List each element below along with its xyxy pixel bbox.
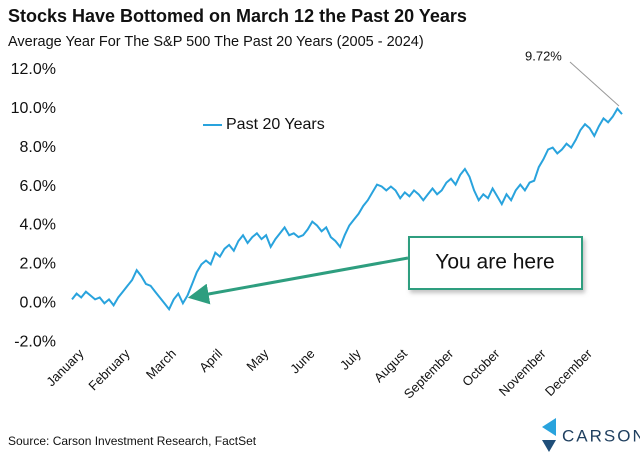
x-tick-label: November bbox=[496, 345, 549, 398]
logo-icon bbox=[542, 440, 556, 452]
x-tick-label: March bbox=[143, 346, 179, 382]
x-tick-label: January bbox=[43, 346, 87, 390]
end-label: 9.72% bbox=[525, 48, 562, 63]
logo: CARSON bbox=[542, 418, 640, 452]
y-tick-label: 12.0% bbox=[11, 61, 56, 78]
source: Source: Carson Investment Research, Fact… bbox=[8, 434, 257, 448]
callout-arrow bbox=[187, 256, 409, 305]
logo-icon bbox=[542, 418, 556, 436]
callout-text: You are here bbox=[435, 251, 555, 274]
y-tick-label: 4.0% bbox=[20, 217, 56, 234]
y-tick-label: 8.0% bbox=[20, 139, 56, 156]
x-tick-label: February bbox=[85, 346, 133, 394]
x-tick-label: December bbox=[542, 345, 595, 398]
x-tick-label: August bbox=[371, 346, 410, 385]
series-line bbox=[71, 106, 623, 312]
legend-label: Past 20 Years bbox=[226, 116, 325, 133]
x-tick-label: September bbox=[401, 345, 457, 401]
logo-text: CARSON bbox=[562, 426, 640, 445]
y-tick-label: 0.0% bbox=[20, 295, 56, 312]
y-tick-label: -2.0% bbox=[14, 333, 56, 350]
y-tick-label: 2.0% bbox=[20, 256, 56, 273]
x-tick-label: July bbox=[337, 346, 364, 373]
x-tick-label: October bbox=[459, 345, 503, 389]
x-tick-label: May bbox=[243, 346, 271, 374]
y-tick-label: 6.0% bbox=[20, 178, 56, 195]
chart-title: Stocks Have Bottomed on March 12 the Pas… bbox=[8, 6, 467, 26]
end-label-leader bbox=[569, 61, 620, 107]
y-tick-label: 10.0% bbox=[11, 100, 56, 117]
chart-subtitle: Average Year For The S&P 500 The Past 20… bbox=[8, 34, 424, 50]
callout-box bbox=[408, 236, 583, 290]
x-tick-label: April bbox=[196, 346, 225, 375]
x-tick-label: June bbox=[287, 346, 318, 377]
